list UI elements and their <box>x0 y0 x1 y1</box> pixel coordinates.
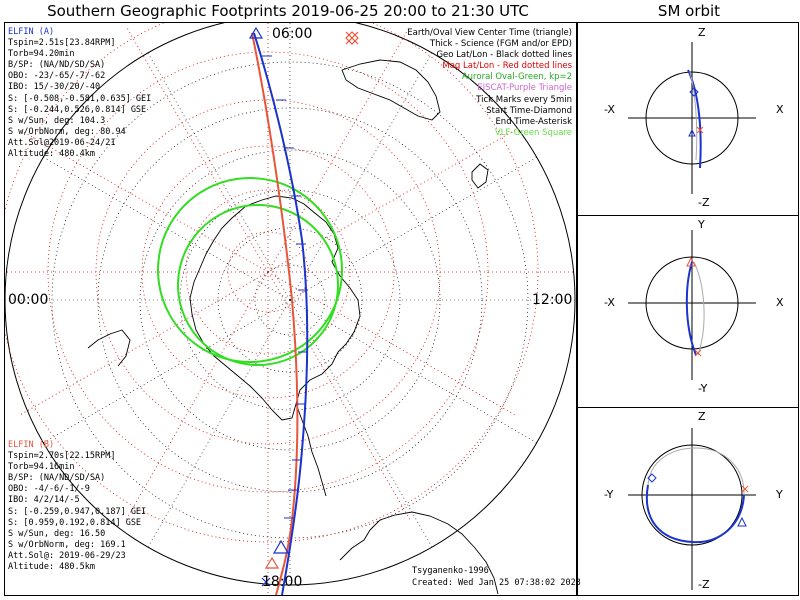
map-panel <box>4 22 577 596</box>
model-name: Tsyganenko-1996 <box>412 566 489 576</box>
elfin-a-ticks <box>262 55 308 519</box>
elfin-b-line: S w/OrbNorm, deg: 169.1 <box>8 539 126 550</box>
legend-item: VLF-Green Square <box>494 127 572 138</box>
elfin-b-center-triangle <box>272 539 290 554</box>
map-legend: Earth/Oval View Center Time (triangle) T… <box>407 28 572 139</box>
elfin-a-line: Torb=94.20min <box>8 49 75 60</box>
elfin-b-name: ELFIN (B) <box>8 440 55 450</box>
map-label-00: 00:00 <box>8 292 49 308</box>
south-america-coastline <box>369 511 499 595</box>
legend-item: Auroral Oval-Green, kp=2 <box>461 72 572 83</box>
legend-item: Thick - Science (FGM and/or EPD) <box>429 39 572 50</box>
elfin-b-info: ELFIN (B) Tspin=2.70s[22.15RPM] Torb=94.… <box>8 440 146 573</box>
legend-item: Start Time-Diamond <box>486 105 572 116</box>
created-timestamp: Created: Wed Jan 25 07:38:02 2023 <box>412 578 581 588</box>
sm1-right-label: X <box>776 103 784 116</box>
elfin-a-line: Att.Sol@2019-06-24/21 <box>8 137 116 148</box>
antarctica-coastline <box>189 195 361 421</box>
sm3-bottom-label: -Z <box>698 578 710 591</box>
sm3-top-label: Z <box>698 410 706 423</box>
legend-item: Tick Marks every 5min <box>476 94 572 105</box>
elfin-b-line: B/SP: (NA/ND/SD/SA) <box>8 473 106 484</box>
elfin-a-line: OBO: -23/-65/-7/-62 <box>8 71 106 82</box>
legend-item: Mag Lat/Lon - Red dotted lines <box>442 61 572 72</box>
sm2-right-label: X <box>776 296 784 309</box>
elfin-a-line: B/SP: (NA/ND/SD/SA) <box>8 60 106 71</box>
sm1-left-label: -X <box>604 103 615 116</box>
map-label-06: 06:00 <box>272 26 313 42</box>
elfin-b-line: OBO: -4/-6/-1/-9 <box>8 484 90 495</box>
antarctic-peninsula <box>295 403 327 497</box>
elfin-b-line: Tspin=2.70s[22.15RPM] <box>8 451 116 462</box>
elfin-a-line: Tspin=2.51s[23.84RPM] <box>8 38 116 49</box>
australia-coastline <box>341 59 441 121</box>
auroral-oval <box>157 177 343 366</box>
sm2-bottom-label: -Y <box>698 382 708 395</box>
elfin-b-line: Altitude: 480.5km <box>8 562 95 573</box>
legend-item: Geo Lat/Lon - Black dotted lines <box>436 50 572 61</box>
elfin-b-line: S: [-0.259,0.947,0.187] GEI <box>8 506 147 517</box>
sm-plot-xz <box>628 42 756 194</box>
sm3-left-label: -Y <box>604 488 614 501</box>
elfin-a-line: S w/Sun, deg: 104.3 <box>8 115 106 126</box>
elfin-a-line: S: [-0.244,0.526,0.814] GSE <box>8 104 147 115</box>
elfin-b-track <box>251 32 299 595</box>
elfin-b-line: S: [0.959,0.192,0.814] GSE <box>8 517 142 528</box>
elfin-a-name: ELFIN (A) <box>8 27 55 37</box>
elfin-a-track <box>253 32 309 595</box>
sm2-left-label: -X <box>604 296 615 309</box>
elfin-a-line: IBO: 15/-30/20/-40 <box>8 82 101 93</box>
map-label-12: 12:00 <box>532 292 573 308</box>
sm2-top-label: Y <box>698 218 705 231</box>
end-asterisk <box>345 31 359 45</box>
elfin-b-line: IBO: 4/2/14/-5 <box>8 495 80 506</box>
elfin-a-line: S: [-0.508,-0.581,0.635] GEI <box>8 93 152 104</box>
elfin-b-line: Torb=94.16min <box>8 462 75 473</box>
page-title: Southern Geographic Footprints 2019-06-2… <box>47 2 529 20</box>
legend-item: EISCAT-Purple Triangle <box>477 83 572 94</box>
sm-plot-yz <box>628 428 756 590</box>
sm-orbit-title: SM orbit <box>657 2 721 20</box>
legend-item: End Time-Asterisk <box>495 116 572 127</box>
elfin-b-line: Att.Sol@: 2019-06-29/23 <box>8 550 126 561</box>
mag-lon-grid <box>5 23 576 595</box>
elfin-a-line: Altitude: 480.4km <box>8 149 95 160</box>
elfin-b-line: S w/Sun, deg: 16.50 <box>8 528 106 539</box>
legend-item: Earth/Oval View Center Time (triangle) <box>407 28 572 38</box>
sm-plot-xy <box>628 230 756 380</box>
start-diamond <box>345 31 359 45</box>
sm1-top-label: Z <box>698 26 706 39</box>
sm1-bottom-label: -Z <box>698 196 710 209</box>
elfin-a-center-triangle <box>248 26 264 39</box>
africa-coastline <box>87 329 131 367</box>
map-label-18: 18:00 <box>262 574 303 590</box>
elfin-a-info: ELFIN (A) Tspin=2.51s[23.84RPM] Torb=94.… <box>8 27 151 160</box>
sm-panel-yz <box>577 407 799 596</box>
sm3-right-label: Y <box>776 488 783 501</box>
elfin-a-line: S w/OrbNorm, deg: 80.94 <box>8 126 126 137</box>
